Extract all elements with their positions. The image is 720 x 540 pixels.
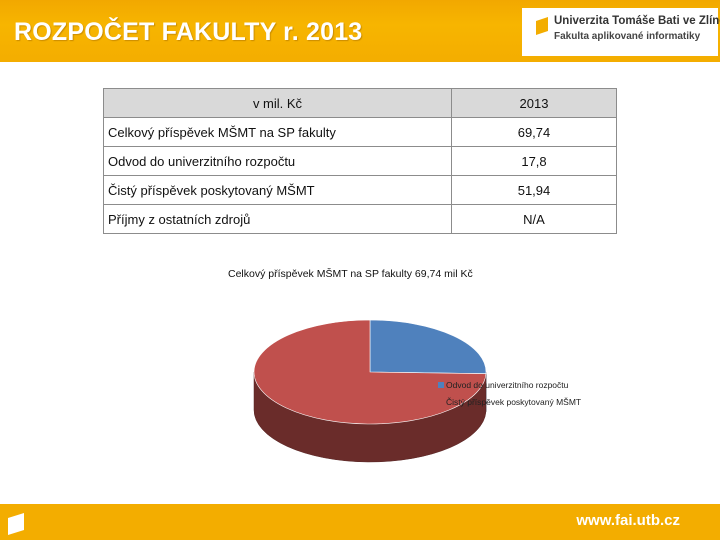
table-header-unit: v mil. Kč [103, 88, 452, 118]
table-row: Odvod do univerzitního rozpočtu 17,8 [103, 146, 617, 176]
pie-slice [369, 319, 487, 375]
slide-title: ROZPOČET FAKULTY r. 2013 [14, 18, 363, 46]
pie-slice [253, 319, 487, 425]
table-header-year: 2013 [451, 88, 617, 118]
table-row: Celkový příspěvek MŠMT na SP fakulty 69,… [103, 117, 617, 147]
row-label: Příjmy z ostatních zdrojů [103, 204, 452, 234]
footer-bar: www.fai.utb.cz [0, 504, 720, 540]
legend-label: Odvod do univerzitního rozpočtu [446, 379, 569, 390]
utb-logo-icon [8, 513, 24, 535]
logo-university-name: Univerzita Tomáše Bati ve Zlíně [554, 15, 720, 27]
row-label: Čistý příspěvek poskytovaný MŠMT [103, 175, 452, 205]
chart-title: Celkový příspěvek MŠMT na SP fakulty 69,… [228, 268, 473, 280]
row-value: N/A [451, 204, 617, 234]
footer-url[interactable]: www.fai.utb.cz [576, 512, 680, 529]
table-header-row: v mil. Kč 2013 [103, 88, 617, 118]
row-value: 69,74 [451, 117, 617, 147]
row-value: 17,8 [451, 146, 617, 176]
pie-chart [253, 319, 487, 463]
header-bar: ROZPOČET FAKULTY r. 2013 Univerzita Tomá… [0, 0, 720, 62]
university-logo: Univerzita Tomáše Bati ve Zlíně Fakulta … [522, 8, 720, 56]
chart-legend: Odvod do univerzitního rozpočtu Čistý př… [438, 376, 581, 410]
legend-label: Čistý příspěvek poskytovaný MŠMT [446, 396, 582, 407]
table-row: Příjmy z ostatních zdrojů N/A [103, 204, 617, 234]
logo-faculty-name: Fakulta aplikované informatiky [554, 31, 701, 42]
legend-item: Odvod do univerzitního rozpočtu [438, 376, 581, 393]
legend-item: Čistý příspěvek poskytovaný MŠMT [438, 393, 581, 410]
utb-logo-icon [536, 17, 548, 35]
row-value: 51,94 [451, 175, 617, 205]
table-row: Čistý příspěvek poskytovaný MŠMT 51,94 [103, 175, 617, 205]
budget-table: v mil. Kč 2013 Celkový příspěvek MŠMT na… [103, 88, 617, 234]
row-label: Odvod do univerzitního rozpočtu [103, 146, 452, 176]
row-label: Celkový příspěvek MŠMT na SP fakulty [103, 117, 452, 147]
legend-swatch [438, 398, 444, 405]
legend-swatch [438, 381, 444, 388]
